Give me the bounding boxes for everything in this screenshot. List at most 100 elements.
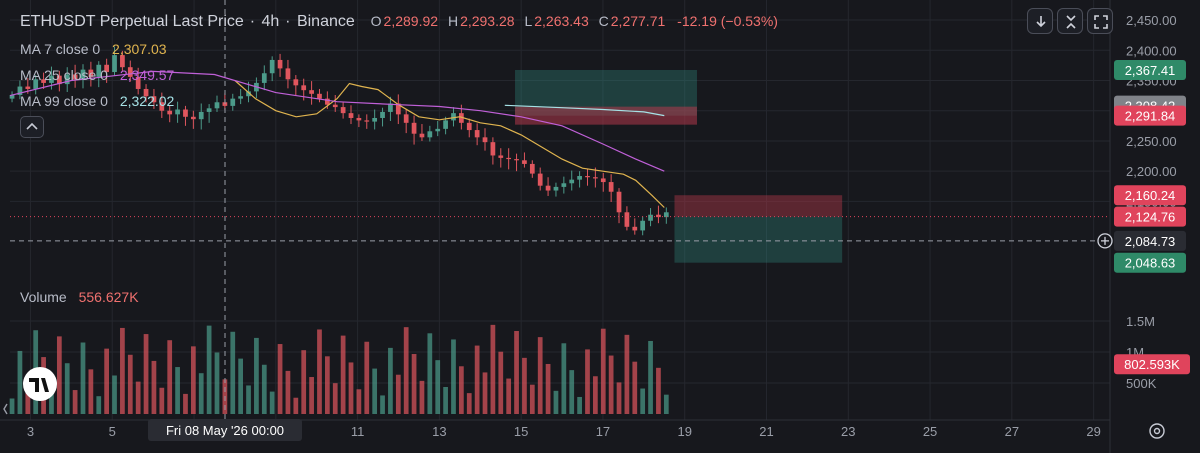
- ma25-value: 2,349.57: [119, 67, 175, 83]
- volume-bar: [159, 387, 165, 414]
- price-tag-background: [1114, 185, 1186, 206]
- candle: [348, 113, 354, 118]
- candle: [33, 79, 39, 89]
- volume-bar: [585, 349, 590, 414]
- volume-bar: [49, 383, 54, 414]
- volume-bar: [340, 335, 346, 414]
- volume-bar: [506, 378, 512, 414]
- ma25-legend[interactable]: MA 25 close 0 2,349.57: [20, 67, 176, 83]
- volume-bar: [459, 366, 464, 414]
- volume-bar: [167, 340, 173, 414]
- volume-bar: [577, 396, 582, 414]
- candle: [522, 160, 527, 164]
- plus-icon-cross: [1101, 236, 1109, 245]
- candle: [364, 120, 370, 122]
- plus-icon[interactable]: [1097, 233, 1113, 249]
- ma99-value: 2,322.02: [119, 93, 175, 109]
- ma7-legend[interactable]: MA 7 close 0 2,307.03: [20, 41, 169, 57]
- volume-bar: [80, 342, 86, 414]
- interval-label: 4h: [261, 13, 280, 30]
- time-tick-label: 27: [1005, 424, 1019, 439]
- price-tag-background: [1114, 252, 1186, 273]
- logo-background: [23, 367, 57, 401]
- time-tick-label: 17: [596, 424, 610, 439]
- volume-bar: [419, 380, 425, 414]
- candle: [553, 186, 559, 191]
- collapse-legend-button[interactable]: [20, 116, 44, 138]
- symbol-title: ETHUSDT Perpetual Last Price: [20, 13, 244, 30]
- candle: [143, 88, 149, 97]
- volume-bar: [175, 367, 180, 414]
- price-tick-label: 2,400.00: [1126, 43, 1177, 58]
- volume-bar: [632, 361, 638, 414]
- candle: [167, 110, 173, 115]
- volume-bar: [466, 393, 472, 414]
- candle: [616, 191, 622, 213]
- gear-icon[interactable]: [1149, 423, 1165, 439]
- candle: [301, 85, 307, 91]
- candle: [403, 114, 409, 123]
- download-button[interactable]: [1027, 8, 1053, 34]
- candle: [380, 111, 385, 118]
- price-tag-background: [1114, 206, 1186, 227]
- volume-bar: [364, 341, 370, 414]
- volume-bar: [183, 393, 188, 414]
- volume-legend[interactable]: Volume 556.627K: [20, 289, 141, 305]
- time-tick-label: 5: [109, 424, 116, 439]
- candle: [309, 90, 314, 94]
- volume-bar: [356, 389, 362, 414]
- candle: [340, 107, 346, 114]
- candle: [80, 69, 86, 80]
- fullscreen-button[interactable]: [1087, 8, 1113, 34]
- candle: [222, 102, 228, 106]
- volume-bar: [403, 327, 409, 414]
- candle: [269, 59, 275, 74]
- candle: [261, 73, 267, 83]
- volume-bar: [537, 337, 543, 414]
- time-tick-label: 19: [677, 424, 691, 439]
- volume-bar: [380, 395, 385, 414]
- crosshair-time-background: [148, 419, 302, 441]
- volume-bar: [324, 356, 330, 414]
- candle: [332, 104, 338, 108]
- volume-bar: [600, 328, 606, 414]
- candle: [466, 122, 472, 131]
- volume-bar: [593, 376, 598, 414]
- volume-bar: [120, 327, 125, 414]
- download-icon: [1036, 16, 1046, 28]
- volume-bar: [482, 372, 488, 414]
- candle: [190, 116, 196, 120]
- candle: [96, 64, 102, 77]
- candle: [356, 117, 362, 121]
- candle: [277, 59, 283, 69]
- candle: [482, 137, 488, 143]
- candle: [104, 64, 110, 73]
- candle: [451, 113, 456, 121]
- high-key: H: [447, 13, 459, 29]
- gear-icon-ring: [1149, 423, 1165, 439]
- candle: [72, 74, 78, 80]
- grid-lines: [10, 0, 1110, 420]
- volume-bar: [190, 346, 196, 414]
- price-tag-background: [1114, 59, 1186, 80]
- candle: [585, 176, 590, 178]
- volume-bar: [561, 343, 567, 414]
- volume-bar: [388, 347, 393, 414]
- ma99-label: MA 99 close 0: [20, 93, 108, 109]
- candle: [112, 55, 117, 73]
- volume-bar: [143, 334, 149, 414]
- collapse-button[interactable]: [1057, 8, 1083, 34]
- ma99-legend[interactable]: MA 99 close 0 2,322.02: [20, 93, 176, 109]
- volume-bar: [616, 382, 622, 414]
- volume-bar: [206, 325, 212, 414]
- candle: [577, 176, 582, 180]
- price-tag: 2,367.41: [1114, 59, 1186, 80]
- candle: [56, 75, 62, 85]
- close-key: C: [598, 13, 609, 29]
- candle: [120, 55, 125, 68]
- exchange-label: Binance: [296, 13, 355, 30]
- candle: [293, 79, 299, 86]
- time-tick-label: 21: [759, 424, 773, 439]
- scroll-left-icon[interactable]: [3, 403, 8, 415]
